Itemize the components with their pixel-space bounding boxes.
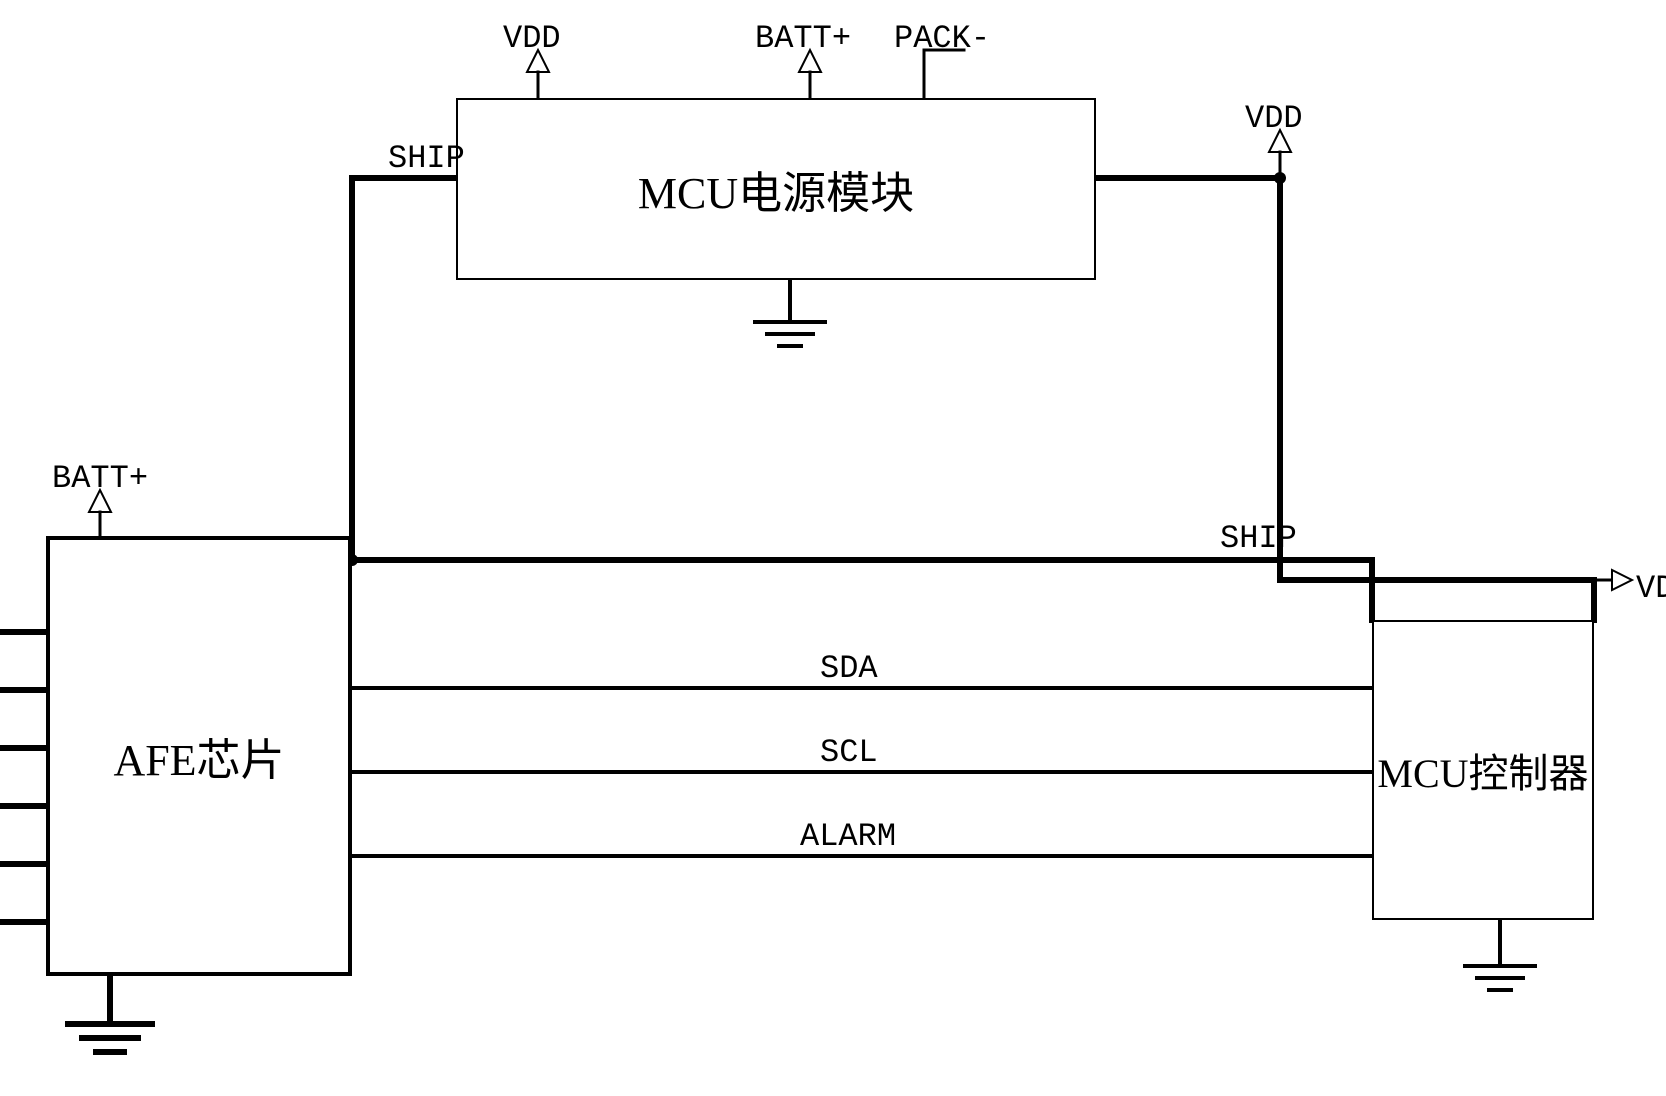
mcu-power-module-label: MCU电源模块 (638, 157, 914, 221)
afe-chip-label: AFE芯片 (113, 724, 284, 788)
diagram-canvas: MCU电源模块 AFE芯片 MCU控制器 SHIP SHIP SDA SCL A… (0, 0, 1666, 1096)
vdd-arrow-label-right: VDD (1636, 570, 1666, 607)
sda-signal-label: SDA (820, 650, 878, 687)
afe-chip-block: AFE芯片 (46, 536, 352, 976)
batt-plus-pin-label-left: BATT+ (52, 460, 148, 497)
alarm-signal-label: ALARM (800, 818, 896, 855)
scl-signal-label: SCL (820, 734, 878, 771)
vdd-pin-label-top-left: VDD (503, 20, 561, 57)
mcu-controller-block: MCU控制器 (1372, 620, 1594, 920)
mcu-power-module-block: MCU电源模块 (456, 98, 1096, 280)
batt-plus-pin-label-top: BATT+ (755, 20, 851, 57)
vdd-pin-label-top-right: VDD (1245, 100, 1303, 137)
ship-signal-label-right: SHIP (1220, 520, 1297, 557)
mcu-controller-label: MCU控制器 (1377, 741, 1588, 799)
pack-minus-pin-label: PACK- (894, 20, 990, 57)
ship-signal-label-top: SHIP (388, 140, 465, 177)
